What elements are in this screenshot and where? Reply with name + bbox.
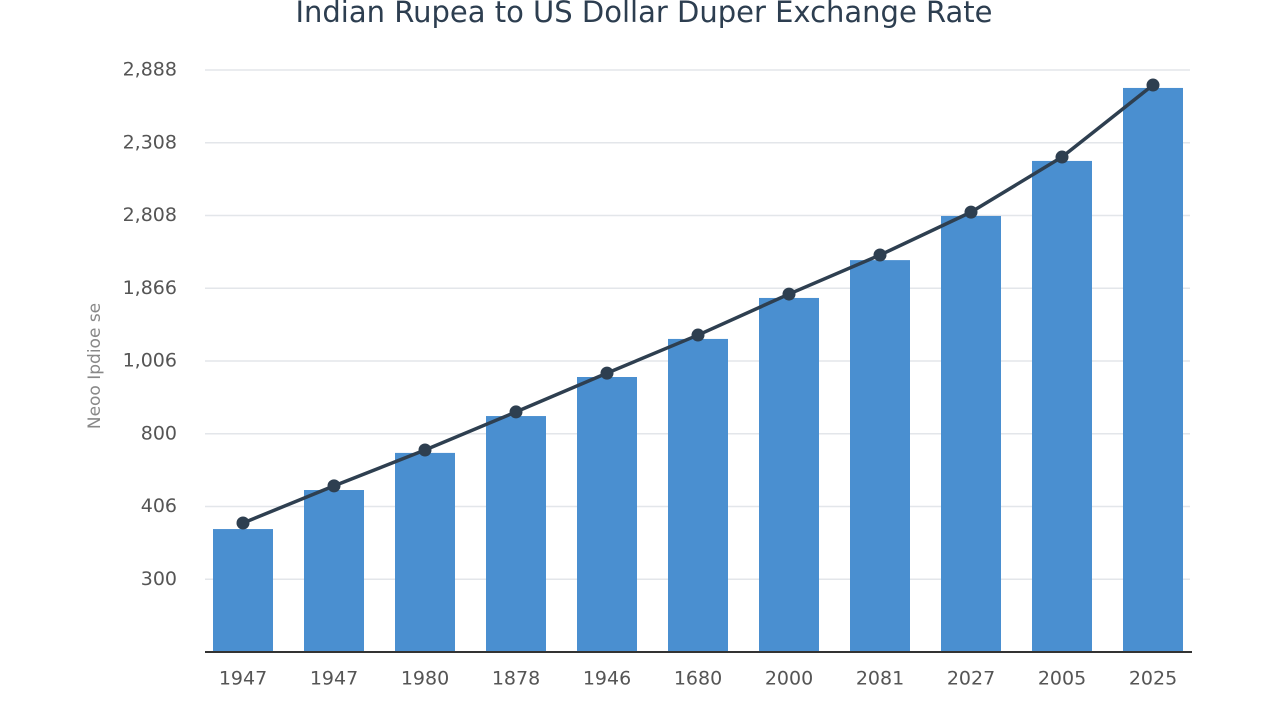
line-point xyxy=(236,516,250,530)
y-tick-label: 2,308 xyxy=(123,131,177,153)
y-tick-label: 1,006 xyxy=(123,350,177,372)
bar xyxy=(668,338,728,652)
x-tick-label: 1947 xyxy=(310,668,358,690)
bar xyxy=(213,529,273,652)
bar xyxy=(395,452,455,652)
bar xyxy=(759,297,819,652)
bar xyxy=(304,490,364,652)
chart-title: Indian Rupea to US Dollar Duper Exchange… xyxy=(295,0,992,29)
y-axis-label: Neoo Ipdioe se xyxy=(85,303,105,429)
y-tick-label: 406 xyxy=(141,495,177,517)
line-point xyxy=(600,366,614,380)
line-point xyxy=(873,248,887,262)
bar xyxy=(941,215,1001,653)
bar xyxy=(486,416,546,652)
line-point xyxy=(1055,150,1069,164)
y-tick-label: 2,888 xyxy=(123,59,177,81)
line-point xyxy=(509,405,523,419)
x-tick-label: 2025 xyxy=(1129,668,1177,690)
lines xyxy=(236,78,1160,530)
y-tick-label: 300 xyxy=(141,568,177,590)
line-point xyxy=(1146,78,1160,92)
x-tick-label: 1946 xyxy=(583,668,631,690)
line-point xyxy=(418,443,432,457)
x-tick-label: 2027 xyxy=(947,668,995,690)
x-tick-label: 1980 xyxy=(401,668,449,690)
x-tick-label: 2081 xyxy=(856,668,904,690)
x-tick-label: 1947 xyxy=(219,668,267,690)
line-point xyxy=(964,205,978,219)
line-point xyxy=(782,287,796,301)
bar xyxy=(1123,87,1183,652)
y-tick-label: 800 xyxy=(141,422,177,444)
x-tick-label: 1878 xyxy=(492,668,540,690)
y-tick-label: 2,808 xyxy=(123,204,177,226)
bar xyxy=(577,377,637,652)
x-tick-label: 2005 xyxy=(1038,668,1086,690)
bar xyxy=(850,260,910,652)
y-tick-label: 1,866 xyxy=(123,277,177,299)
bar xyxy=(1032,160,1092,652)
x-tick-label: 1680 xyxy=(674,668,722,690)
line-point xyxy=(691,328,705,342)
labels: 300 406 800 1,006 1,866 2,808 2,308 2,888 1947 19… xyxy=(123,59,1178,690)
bars xyxy=(213,87,1183,653)
line-point xyxy=(327,479,341,493)
x-tick-label: 2000 xyxy=(765,668,813,690)
